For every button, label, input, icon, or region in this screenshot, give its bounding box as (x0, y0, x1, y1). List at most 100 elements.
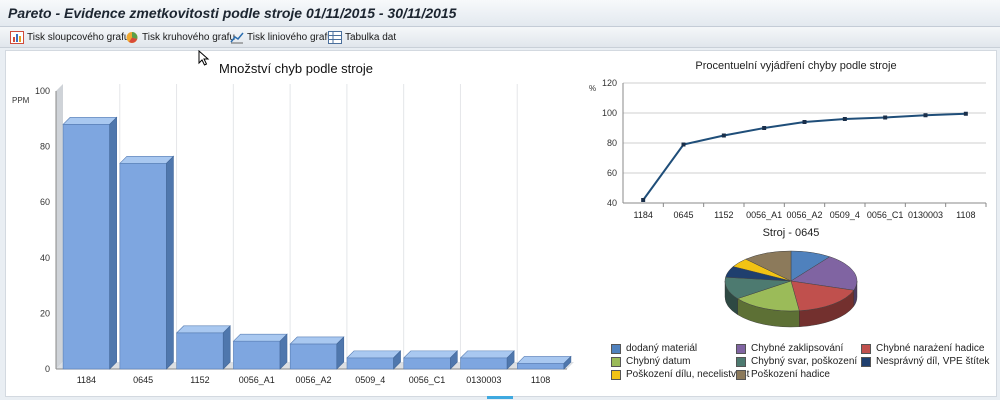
bar-y-tick: 40 (40, 253, 50, 263)
bar-side (450, 350, 458, 370)
legend-item: Chybný svar, poškození (736, 356, 857, 367)
legend-label: Chybný svar, poškození (751, 356, 858, 367)
line-x-tick: 1152 (714, 210, 733, 220)
pie-chart: Stroj - 0645 (724, 227, 858, 328)
legend-label: Chybný datum (626, 356, 691, 367)
line-point (762, 126, 767, 130)
data-table-button[interactable]: Tabulka dat (328, 29, 396, 45)
legend-item: Poškození hadice (736, 369, 830, 380)
line-chart-title: Procentuelní vyjádření chyby podle stroj… (695, 60, 896, 72)
bar-y-tick: 60 (40, 197, 50, 207)
bar-front (62, 124, 110, 370)
print-line-chart-label: Tisk liniového grafu (247, 31, 333, 43)
line-x-tick: 0056_C1 (867, 210, 904, 220)
line-point (721, 133, 726, 138)
bar-side (279, 333, 288, 370)
line-y-tick: 120 (602, 78, 617, 88)
line-x-tick: 0056_A2 (786, 210, 822, 220)
print-bar-chart-label: Tisk sloupcového grafu (27, 31, 130, 43)
data-table-label: Tabulka dat (345, 31, 397, 43)
line-y-tick: 80 (607, 138, 617, 148)
bar-x-tick: 0056_A1 (239, 375, 275, 385)
bar-front (119, 162, 167, 370)
legend-swatch (736, 369, 746, 380)
title-bar: Pareto - Evidence zmetkovitosti podle st… (0, 0, 1000, 27)
bar-side (506, 350, 515, 370)
line-x-tick: 1108 (956, 210, 975, 220)
bar-y-tick: 80 (40, 142, 50, 152)
bar-y-tick: 20 (40, 308, 50, 318)
line-x-tick: 0130003 (908, 210, 943, 220)
legend-item: Chybné narażení hadice (861, 343, 984, 354)
legend-swatch (861, 356, 871, 367)
bar-top (516, 356, 572, 364)
pie-legend: dodaný materiál Chybné zaklipsování Chybné… (611, 343, 991, 393)
bar-front (460, 357, 508, 370)
bar-x-tick: 0645 (133, 375, 153, 385)
print-line-chart-button[interactable]: Tisk liniového grafu (230, 29, 333, 45)
scroll-indicator (487, 396, 513, 399)
line-y-tick: 40 (607, 198, 617, 208)
legend-item: Poškození dílu, necelistvost (611, 369, 749, 380)
bar-x-tick: 0056_C1 (409, 375, 446, 385)
bar-x-tick: 1152 (190, 375, 209, 385)
legend-swatch (861, 343, 871, 354)
bar-top (346, 350, 402, 359)
legend-label: dodaný materiál (626, 343, 698, 354)
line-chart-icon (230, 31, 244, 44)
legend-swatch (736, 356, 746, 367)
legend-item: Chybné zaklipsování (736, 343, 843, 354)
bar-chart-icon (10, 30, 24, 44)
print-pie-chart-label: Tisk kruhového grafu (142, 31, 236, 43)
bar (119, 155, 175, 370)
print-pie-chart-button[interactable]: Tisk kruhového grafu (125, 29, 235, 45)
legend-label: Chybné narażení hadice (876, 343, 985, 354)
bar-front (176, 332, 224, 370)
legend-swatch (611, 343, 621, 354)
bar-y-tick: 100 (35, 86, 50, 96)
bar-y-axis-label: PPM (12, 96, 30, 105)
line-y-tick: 100 (602, 108, 617, 118)
bar-top (459, 350, 515, 359)
bar-y-tick: 0 (45, 364, 50, 374)
bar-top (403, 350, 459, 359)
pie-chart-icon (125, 31, 139, 44)
legend-item: dodaný materiál (611, 343, 697, 354)
bar-front (289, 343, 338, 370)
legend-swatch (611, 356, 621, 367)
line-chart: Procentuelní vyjádření chyby podle stroj… (589, 60, 987, 220)
line-series (642, 112, 966, 201)
mouse-cursor-icon (198, 49, 210, 71)
line-point (681, 142, 686, 147)
bar-side (563, 355, 572, 370)
line-x-tick: 0509_4 (830, 210, 860, 220)
bar (403, 350, 459, 370)
pie-slice (790, 256, 858, 291)
chart-area: Množství chyb podle stroje PPM 0 20 40 60 80 10… (5, 50, 997, 397)
bar-x-tick: 1108 (531, 375, 550, 385)
window-title: Pareto - Evidence zmetkovitosti podle st… (8, 5, 457, 21)
bar-front (517, 363, 565, 370)
bar (175, 325, 231, 370)
legend-item: Nesprávný díl, VPE štítek (861, 356, 989, 367)
legend-swatch (736, 343, 746, 354)
line-point (802, 120, 807, 124)
line-point (883, 115, 888, 120)
bar-top (232, 333, 288, 342)
bar-side-wall (56, 84, 63, 369)
print-bar-chart-button[interactable]: Tisk sloupcového grafu (10, 29, 129, 45)
legend-label: Poškození hadice (751, 369, 830, 380)
legend-label: Chybné zaklipsování (751, 343, 844, 354)
line-x-tick: 1184 (633, 210, 652, 220)
line-point (923, 113, 928, 118)
bar-chart-title: Množství chyb podle stroje (219, 61, 373, 76)
bar-top (289, 336, 345, 345)
bar-side (109, 116, 117, 370)
legend-item: Chybný datum (611, 356, 690, 367)
line-y-axis-label: % (589, 84, 596, 93)
pie-slice (745, 250, 792, 282)
line-x-tick: 0645 (673, 210, 693, 220)
line-point (963, 111, 968, 116)
bar-front (233, 340, 281, 370)
pie-slice (737, 280, 800, 312)
